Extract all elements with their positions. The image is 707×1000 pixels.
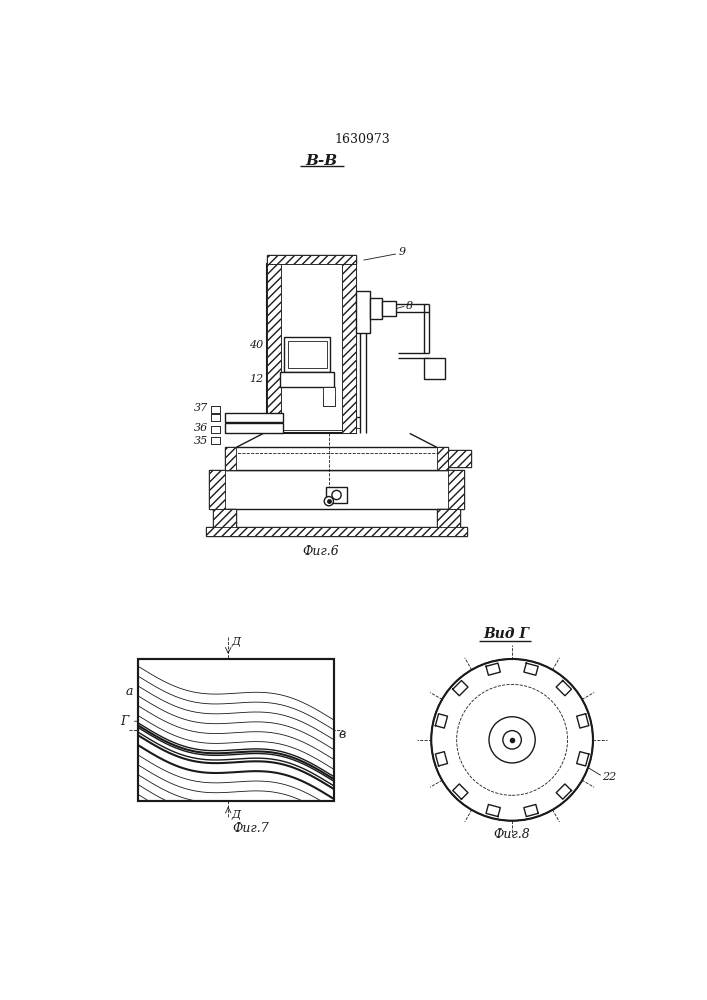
Bar xyxy=(448,470,464,509)
Bar xyxy=(370,298,382,319)
Bar xyxy=(211,437,221,444)
Bar xyxy=(138,659,334,801)
Circle shape xyxy=(503,731,521,749)
Circle shape xyxy=(431,659,593,821)
Bar xyxy=(437,447,448,470)
Bar xyxy=(356,291,369,333)
Bar xyxy=(211,406,221,413)
Bar xyxy=(225,447,236,470)
Bar xyxy=(211,414,221,421)
Bar xyxy=(267,264,281,433)
Bar xyxy=(225,413,283,422)
Bar xyxy=(281,264,342,430)
Bar xyxy=(211,414,221,421)
Circle shape xyxy=(332,490,341,500)
Text: В-В: В-В xyxy=(305,154,337,168)
Bar xyxy=(211,426,221,433)
Bar xyxy=(225,447,448,470)
Bar xyxy=(370,299,381,319)
Text: Фиг.7: Фиг.7 xyxy=(233,822,269,835)
Bar xyxy=(326,487,347,503)
Circle shape xyxy=(457,684,568,795)
Bar xyxy=(284,363,330,372)
Bar xyxy=(342,264,356,433)
Text: 12: 12 xyxy=(249,374,264,384)
Text: a: a xyxy=(126,685,133,698)
Text: 40: 40 xyxy=(249,340,264,350)
Text: 36: 36 xyxy=(194,423,208,433)
Bar xyxy=(211,426,221,433)
Bar xyxy=(211,437,221,444)
Text: 35: 35 xyxy=(194,436,208,446)
Bar xyxy=(206,527,467,536)
Text: 22: 22 xyxy=(602,772,617,782)
Bar xyxy=(327,489,346,501)
Bar xyxy=(211,406,221,413)
Text: Вид Г: Вид Г xyxy=(483,627,529,641)
Bar xyxy=(448,450,472,466)
Bar xyxy=(214,509,236,528)
Bar xyxy=(437,509,460,528)
Bar xyxy=(423,358,445,379)
Bar xyxy=(138,659,334,801)
Bar xyxy=(281,372,334,387)
Bar xyxy=(322,387,335,406)
Bar xyxy=(284,337,330,372)
Text: Д: Д xyxy=(231,637,240,647)
Bar xyxy=(288,341,327,368)
Bar xyxy=(267,264,356,433)
Bar xyxy=(267,255,356,264)
Text: в: в xyxy=(339,728,346,741)
Bar xyxy=(356,291,370,333)
Bar xyxy=(322,397,335,406)
Bar xyxy=(209,470,464,509)
Text: Д: Д xyxy=(231,810,240,820)
Text: 8: 8 xyxy=(406,301,413,311)
Text: 37: 37 xyxy=(194,403,208,413)
Text: Фиг.8: Фиг.8 xyxy=(493,828,530,841)
Bar xyxy=(382,302,395,316)
Circle shape xyxy=(325,497,334,506)
Text: Фиг.6: Фиг.6 xyxy=(303,545,339,558)
Bar xyxy=(448,450,472,466)
Bar xyxy=(214,509,236,528)
Circle shape xyxy=(489,717,535,763)
Bar xyxy=(382,301,396,316)
Text: Г: Г xyxy=(120,715,129,728)
Bar xyxy=(281,378,334,387)
Bar xyxy=(267,255,356,264)
Bar xyxy=(206,527,467,536)
Text: 9: 9 xyxy=(398,247,405,257)
Bar xyxy=(437,509,460,528)
Bar xyxy=(425,359,443,378)
Bar xyxy=(209,470,225,509)
Bar xyxy=(225,423,283,433)
Text: 1630973: 1630973 xyxy=(334,133,390,146)
